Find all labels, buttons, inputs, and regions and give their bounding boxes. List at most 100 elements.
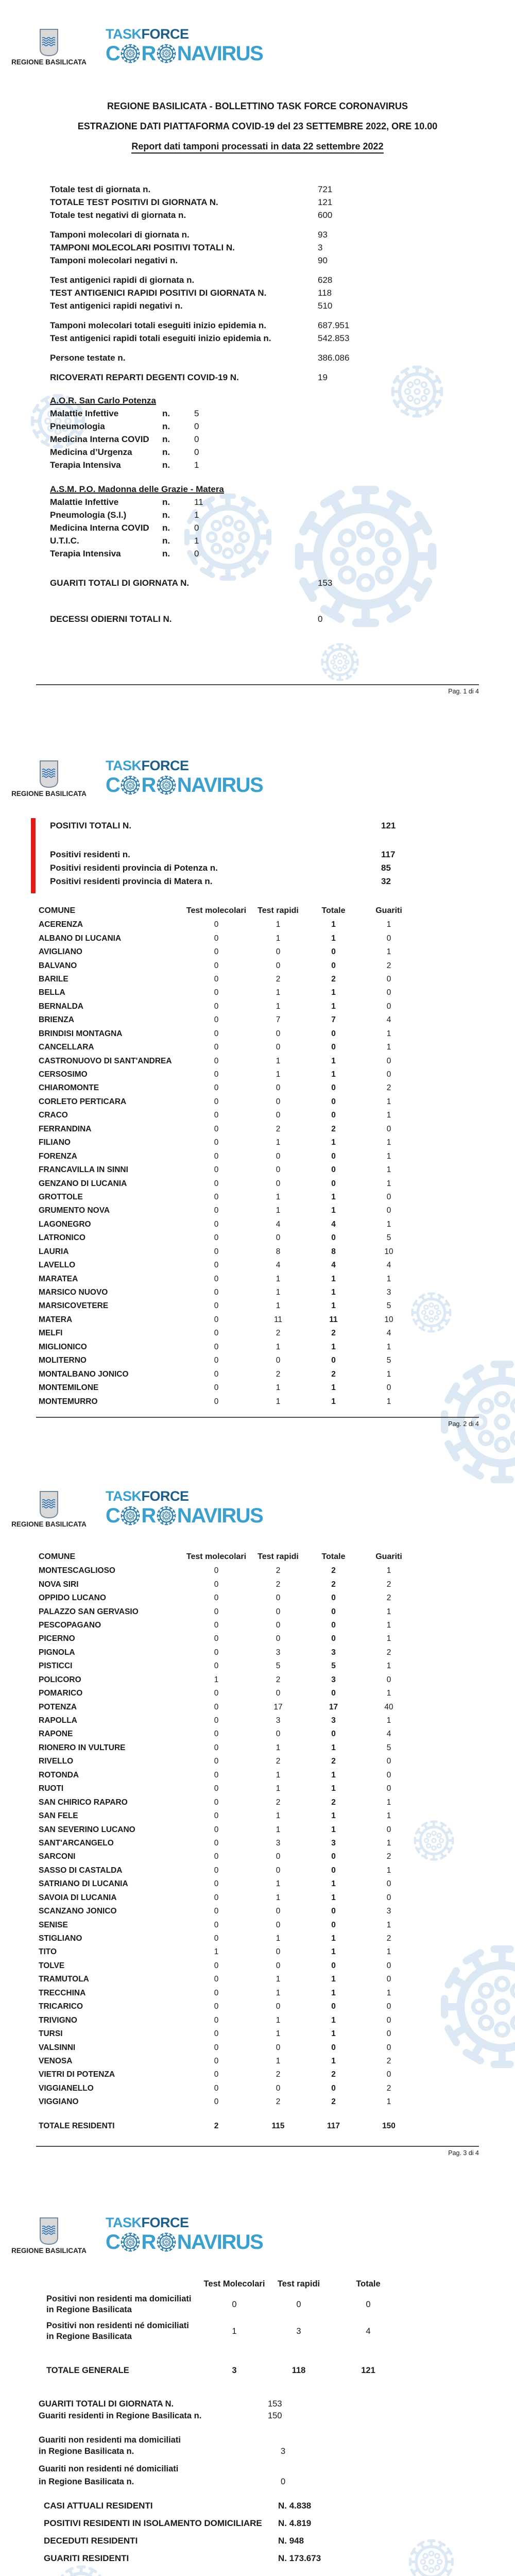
cell-guariti: 0 [386, 1784, 391, 1793]
spacer [50, 312, 483, 319]
table-row: LAURIA 0 8 8 10 [39, 1245, 420, 1259]
row-label-line2: in Regione Basilicata [46, 2332, 132, 2341]
virus-icon [120, 1505, 141, 1526]
summary-label: POSITIVI RESIDENTI IN ISOLAMENTO DOMICIL… [44, 2518, 262, 2528]
cell-molecolari: 0 [214, 1852, 219, 1861]
cell-totale: 0 [331, 961, 336, 970]
cell-molecolari: 0 [214, 1716, 219, 1725]
cell-rapidi: 1 [276, 1879, 281, 1889]
cell-molecolari: 0 [214, 1369, 219, 1379]
table-row: MELFI 0 2 2 4 [39, 1327, 420, 1340]
dept-n-label: n. [162, 460, 170, 470]
cell-guariti: 1 [386, 1138, 391, 1147]
guariti-label-line2: in Regione Basilicata n. [39, 2477, 134, 2486]
page-4: REGIONE BASILICATA TASKFORCE C R NAVIRUS… [0, 2211, 515, 2576]
comune-name: POTENZA [39, 1702, 77, 1711]
table-row: PISTICCI 0 5 5 1 [39, 1659, 420, 1673]
cell-molecolari: 0 [214, 2043, 219, 2052]
dept-label: Medicina Interna COVID [50, 522, 149, 533]
table-row: PALAZZO SAN GERVASIO 0 0 0 1 [39, 1605, 420, 1618]
dept-label: Medicina d’Urgenza [50, 447, 132, 457]
force-text: FORCE [141, 26, 190, 42]
cell-totale: 1 [331, 1811, 336, 1821]
cell-rapidi: 1 [276, 2029, 281, 2039]
comune-name: CERSOSIMO [39, 1070, 88, 1079]
dept-row: Malattie Infettive n. 11 [50, 496, 483, 509]
cell-molecolari: 0 [214, 1770, 219, 1780]
cell-totale: 0 [331, 1165, 336, 1175]
stat-label: Tamponi molecolari di giornata n. [50, 229, 190, 240]
cell-guariti: 0 [386, 1056, 391, 1065]
cell-rapidi: 1 [276, 920, 281, 929]
cell-molecolari: 0 [214, 1743, 219, 1752]
summary-value: N. 4.819 [278, 2518, 312, 2528]
corona-r-text: R [141, 774, 156, 796]
cell-totale: 1 [331, 920, 336, 929]
stat-group-1: Totale test di giornata n. 721 TOTALE TES… [50, 183, 483, 222]
table-body: MONTESCAGLIOSO 0 2 2 1 NOVA SIRI 0 2 2 2… [39, 1564, 420, 2109]
stat-label: Tamponi molecolari negativi n. [50, 255, 178, 265]
table-row: CHIAROMONTE 0 0 0 2 [39, 1081, 420, 1095]
cell-totale: 4 [331, 1219, 336, 1229]
cell-molecolari: 0 [214, 1356, 219, 1365]
cell-totale: 8 [331, 1247, 336, 1256]
table-row: CASTRONUOVO DI SANT'ANDREA 0 1 1 0 [39, 1054, 420, 1067]
title-line-3: Report dati tamponi processati in data 2… [131, 141, 384, 154]
region-shield-icon [40, 2217, 58, 2245]
header-test-rapidi: Test rapidi [277, 2279, 320, 2289]
cell-rapidi: 2 [276, 1798, 281, 1807]
cell-molecolari: 0 [214, 1083, 219, 1093]
table-row: LAGONEGRO 0 4 4 1 [39, 1218, 420, 1231]
virus-icon [156, 2232, 177, 2252]
cell-rapidi: 1 [276, 1811, 281, 1821]
totale-generale-row: TOTALE GENERALE 3 118 121 [46, 2364, 407, 2377]
coronavirus-title: C R NAVIRUS [106, 1505, 264, 1527]
stat-value: 93 [318, 229, 328, 240]
stat-row: TAMPONI MOLECOLARI POSITIVI TOTALI N. 3 [50, 241, 483, 254]
comune-name: BARILE [39, 974, 68, 984]
cell-molecolari: 0 [214, 1634, 219, 1643]
region-shield-icon [40, 29, 58, 56]
cell-totale: 7 [331, 1015, 336, 1025]
header-test-rapidi: Test rapidi [258, 906, 299, 915]
comune-name: ROTONDA [39, 1770, 79, 1780]
cell-rapidi: 3 [276, 1716, 281, 1725]
table-row: PICERNO 0 0 0 1 [39, 1632, 420, 1646]
taskforce-title: TASKFORCE [106, 2215, 263, 2230]
comune-name: CANCELLARA [39, 1043, 94, 1052]
comune-name: GROTTOLE [39, 1192, 83, 1201]
guariti-row: GUARITI TOTALI DI GIORNATA N. 153 [39, 2398, 399, 2410]
spacer [50, 267, 483, 274]
stat-label: Totale test di giornata n. [50, 184, 151, 194]
cell-guariti: 1 [386, 947, 391, 957]
comune-name: TRIVIGNO [39, 2015, 77, 2025]
cell-totale: 0 [331, 1634, 336, 1643]
cell-molecolari: 0 [214, 1124, 219, 1133]
cell-guariti: 40 [384, 1702, 393, 1711]
spacer [50, 471, 483, 483]
cell-guariti: 1 [386, 1947, 391, 1957]
table-row: BARILE 0 2 2 0 [39, 973, 420, 986]
header-test-molecolari: Test Molecolari [203, 2279, 265, 2289]
stat-value: 721 [318, 184, 333, 194]
positivi-value: 121 [381, 821, 396, 831]
cell-molecolari: 0 [214, 1689, 219, 1698]
table-row: RIONERO IN VULTURE 0 1 1 5 [39, 1741, 420, 1755]
cell-rapidi: 0 [276, 947, 281, 957]
table-row: POLICORO 1 2 3 0 [39, 1673, 420, 1687]
cell-rapidi: 3 [276, 1648, 281, 1657]
dept-n-label: n. [162, 434, 170, 444]
cell-guariti: 0 [386, 988, 391, 997]
cell-totale: 0 [331, 1852, 336, 1861]
header-logo: REGIONE BASILICATA TASKFORCE C R NAVIRUS [8, 2215, 286, 2266]
cell-guariti: 1 [386, 1662, 391, 1671]
comune-name: SASSO DI CASTALDA [39, 1866, 123, 1875]
dept-n-label: n. [162, 522, 170, 533]
cell-guariti: 1 [386, 1866, 391, 1875]
totale-molecolari: 3 [232, 2365, 237, 2375]
cell-guariti: 0 [386, 1825, 391, 1834]
stat-label: TOTALE TEST POSITIVI DI GIORNATA N. [50, 197, 218, 207]
comune-name: SAN CHIRICO RAPARO [39, 1798, 128, 1807]
cell-rapidi: 1 [276, 1056, 281, 1065]
task-text: TASK [106, 2215, 142, 2230]
